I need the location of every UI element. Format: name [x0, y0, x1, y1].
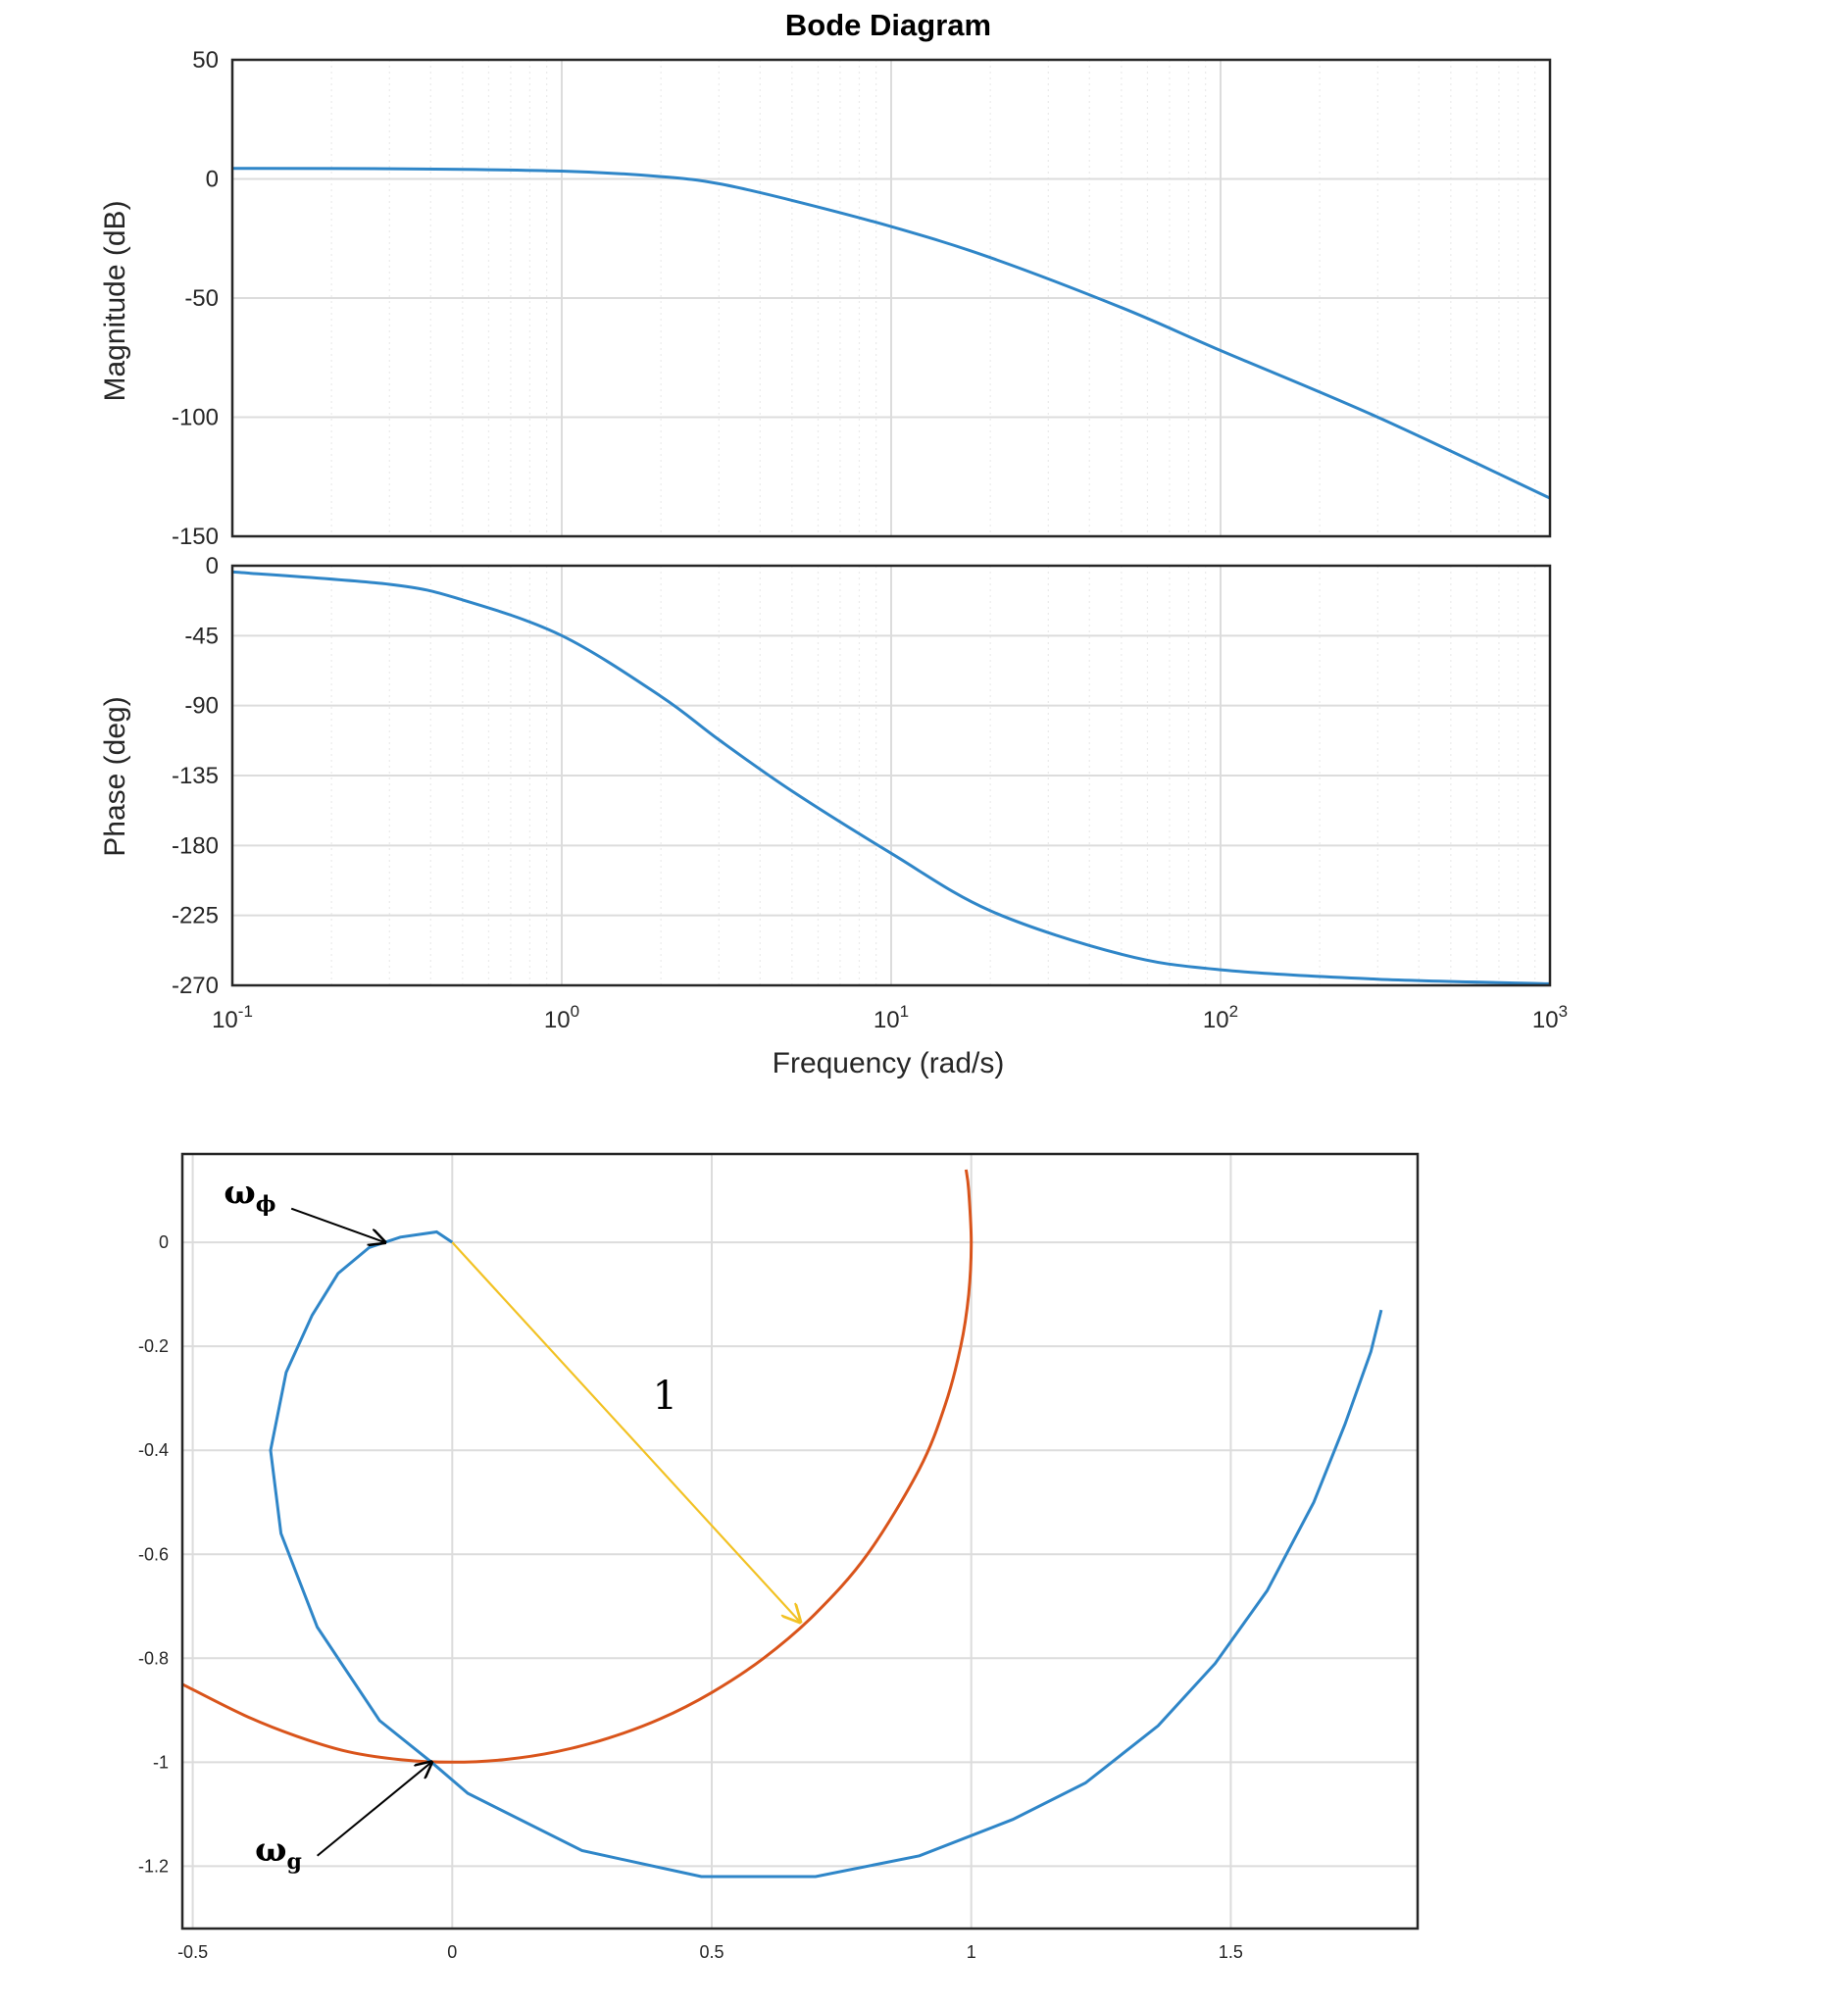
x-tick-label: 102 [1203, 1002, 1238, 1033]
y-tick-label: -150 [172, 524, 219, 550]
x-tick-label: 0.5 [699, 1942, 724, 1962]
omega-g-arrow [317, 1762, 431, 1857]
x-tick-label: 0 [447, 1942, 457, 1962]
magnitude-plot-frame [230, 58, 1552, 538]
y-tick-label: -100 [172, 405, 219, 431]
y-tick-label: 0 [159, 1232, 169, 1252]
bode-magnitude-plot: Bode Diagram 50 0 -50 -100 -150 Magnitude (d… [99, 8, 1552, 550]
x-tick-label: 101 [874, 1002, 909, 1033]
x-tick-label: 1 [967, 1942, 976, 1962]
y-tick-label: -1.2 [138, 1856, 169, 1876]
y-tick-label: -0.8 [138, 1648, 169, 1668]
x-tick-label: 10-1 [212, 1002, 253, 1033]
x-tick-label: 103 [1532, 1002, 1568, 1033]
y-tick-label: -270 [172, 973, 219, 999]
y-tick-label: 0 [206, 553, 219, 579]
y-tick-label: -90 [184, 693, 219, 720]
magnitude-grid [231, 59, 1551, 537]
magnitude-curve [231, 167, 1551, 500]
phase-y-label: Phase (deg) [99, 696, 131, 856]
phase-y-ticks: 0 -45 -90 -135 -180 -225 -270 [172, 553, 219, 999]
y-tick-label: -50 [184, 285, 219, 312]
nyquist-grid [182, 1154, 1418, 1929]
y-tick-label: -1 [153, 1752, 169, 1772]
nyquist-x-ticks: -0.5 0 0.5 1 1.5 [177, 1942, 1243, 1962]
unit-circle-curve [182, 1169, 974, 1764]
frequency-x-ticks: 10-1 100 101 102 103 [212, 1002, 1568, 1033]
nyquist-plot: 0 -0.2 -0.4 -0.6 -0.8 -1 -1.2 -0.5 0 0.5 1 1.5 1 ω… [138, 1152, 1420, 1962]
frequency-x-label: Frequency (rad/s) [773, 1047, 1005, 1079]
x-tick-label: -0.5 [177, 1942, 208, 1962]
magnitude-y-label: Magnitude (dB) [99, 200, 131, 401]
y-tick-label: -135 [172, 763, 219, 789]
phase-curve [231, 570, 1551, 985]
phase-plot-frame [230, 564, 1552, 987]
y-tick-label: -45 [184, 623, 219, 649]
y-tick-label: -0.2 [138, 1336, 169, 1356]
y-tick-label: -225 [172, 903, 219, 929]
chart-title: Bode Diagram [785, 8, 991, 42]
unit-radius-label: 1 [653, 1374, 677, 1419]
nyquist-y-ticks: 0 -0.2 -0.4 -0.6 -0.8 -1 -1.2 [138, 1232, 169, 1876]
nyquist-curve [269, 1229, 1383, 1879]
y-tick-label: -0.4 [138, 1440, 169, 1460]
y-tick-label: -0.6 [138, 1544, 169, 1564]
y-tick-label: -180 [172, 832, 219, 859]
x-tick-label: 1.5 [1219, 1942, 1243, 1962]
y-tick-label: 50 [192, 47, 219, 74]
x-tick-label: 100 [544, 1002, 579, 1033]
y-tick-label: 0 [206, 167, 219, 193]
magnitude-y-ticks: 50 0 -50 -100 -150 [172, 47, 219, 550]
omega-g-label: ωg [255, 1830, 302, 1875]
unit-radius-arrow [451, 1241, 800, 1622]
phase-grid [231, 565, 1551, 986]
omega-phi-label: ωϕ [224, 1173, 275, 1217]
omega-phi-arrow [290, 1207, 384, 1242]
bode-phase-plot: 0 -45 -90 -135 -180 -225 -270 10-1 100 101 102 103… [99, 553, 1568, 1079]
nyquist-plot-frame [180, 1152, 1420, 1931]
